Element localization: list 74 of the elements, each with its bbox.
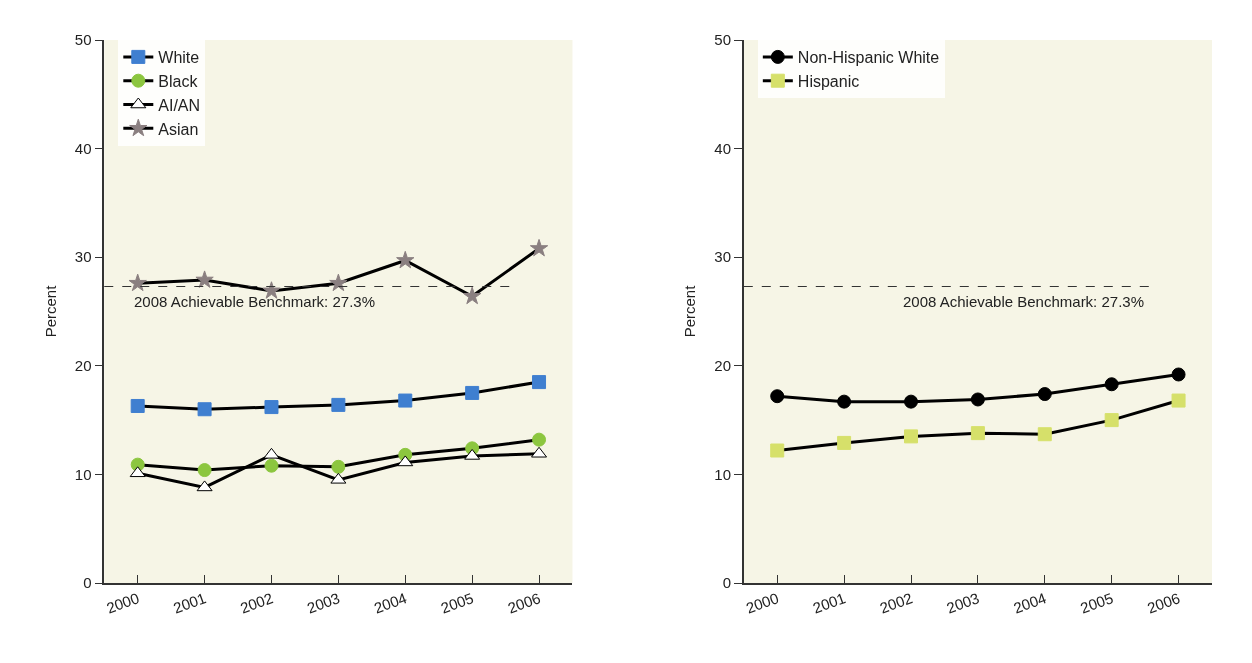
x-tick-label: 2002 — [877, 589, 915, 617]
point — [770, 389, 785, 404]
legend-label: Black — [158, 72, 199, 90]
point — [396, 250, 415, 269]
y-axis-title: Percent — [41, 284, 59, 338]
point — [196, 480, 213, 492]
point — [1171, 393, 1186, 408]
point — [904, 394, 918, 409]
point — [1104, 377, 1119, 392]
point — [531, 446, 548, 458]
y-tick-label: 50 — [714, 31, 732, 49]
y-tick-label: 0 — [722, 574, 732, 592]
y-tick-label: 20 — [714, 357, 732, 375]
point — [263, 447, 280, 459]
y-axis-title: Percent — [681, 284, 699, 338]
y-tick-label: 30 — [74, 248, 92, 266]
point — [770, 443, 785, 458]
x-tick-label: 2006 — [505, 589, 543, 617]
y-tick-label: 30 — [714, 248, 732, 266]
legend-label: Asian — [158, 120, 199, 138]
point — [398, 393, 413, 408]
point — [130, 398, 145, 413]
ref-line-label: 2008 Achievable Benchmark: 27.3% — [903, 293, 1144, 310]
x-tick-label: 2004 — [1011, 589, 1049, 617]
y-tick-label: 20 — [74, 357, 92, 375]
point — [837, 435, 852, 450]
x-tick-label: 2002 — [237, 589, 276, 617]
legend-label: White — [158, 49, 200, 67]
point — [331, 459, 346, 474]
point — [1104, 413, 1119, 428]
x-tick-label: 2000 — [104, 589, 142, 617]
point — [970, 392, 985, 407]
x-tick-label: 2005 — [1078, 589, 1116, 617]
x-tick-label: 2005 — [438, 589, 476, 617]
point — [264, 458, 279, 473]
legend-label: AI/AN — [158, 96, 201, 114]
point — [129, 466, 146, 478]
point — [128, 273, 147, 292]
point — [195, 270, 214, 288]
y-tick-label: 40 — [714, 139, 732, 157]
point — [464, 448, 481, 460]
y-tick-label: 0 — [83, 574, 92, 592]
point — [532, 432, 547, 447]
point — [331, 397, 346, 412]
y-tick-label: 50 — [74, 31, 92, 49]
point — [970, 426, 985, 441]
y-tick-label: 40 — [74, 139, 92, 157]
point — [465, 385, 480, 400]
point — [1037, 387, 1052, 402]
x-tick-label: 2003 — [304, 589, 342, 617]
y-tick-label: 10 — [714, 465, 732, 483]
ref-line-label: 2008 Achievable Benchmark: 27.3% — [134, 293, 375, 310]
x-tick-label: 2006 — [1144, 589, 1183, 617]
point — [904, 429, 918, 444]
legend-label: Hispanic — [797, 72, 860, 90]
point — [1171, 367, 1186, 382]
point — [463, 286, 482, 305]
point — [330, 472, 347, 484]
x-tick-label: 2004 — [371, 589, 409, 617]
point — [197, 402, 212, 417]
point — [837, 394, 852, 409]
x-tick-label: 2001 — [810, 589, 848, 617]
x-tick-label: 2003 — [944, 589, 982, 617]
point — [197, 463, 212, 478]
legend-label: Non-Hispanic White — [797, 49, 940, 67]
point — [397, 455, 414, 467]
point — [532, 375, 547, 390]
point — [529, 238, 549, 257]
y-tick-label: 10 — [74, 465, 92, 483]
x-tick-label: 2001 — [171, 589, 209, 617]
point — [329, 273, 348, 292]
x-tick-label: 2000 — [743, 589, 781, 617]
point — [264, 400, 279, 415]
point — [1037, 427, 1052, 442]
